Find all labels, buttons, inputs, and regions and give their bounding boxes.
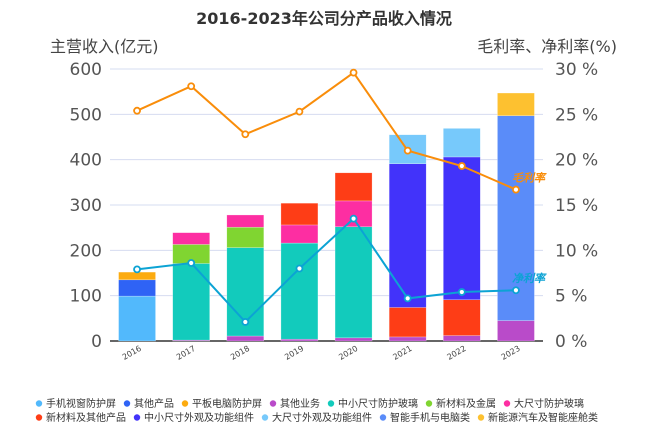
line-point (512, 185, 520, 194)
x-tick-label: 2022 (445, 344, 467, 362)
line-gross-margin (136, 71, 517, 191)
line-point (241, 318, 250, 326)
legend-item: 手机视窗防护屏 (46, 397, 116, 410)
line-label: 净利率 (512, 272, 547, 285)
bar-segment (443, 156, 481, 300)
chart-title: 2016-2023年公司分产品收入情况 (196, 9, 452, 28)
legend-marker (477, 414, 485, 421)
line-point (403, 294, 412, 303)
y-right-tick-label: 25 % (555, 105, 598, 125)
legend-marker (379, 414, 387, 421)
bar-segment (280, 202, 319, 226)
y-axis-right-title: 毛利率、净利率(%) (477, 37, 617, 56)
line-label: 毛利率 (512, 172, 547, 185)
bar-segment (334, 337, 373, 342)
legend-marker (425, 400, 433, 407)
legend-item: 中小尺寸外观及功能组件 (144, 411, 254, 424)
legend-item: 新材料及金属 (436, 397, 496, 410)
legend-marker (181, 400, 189, 407)
legend-marker (327, 400, 335, 407)
bar-segment (226, 226, 265, 248)
y-right-tick-label: 10 % (555, 241, 598, 261)
bar-segment (118, 279, 156, 297)
legend-item: 智能手机与电脑类 (390, 411, 470, 424)
bar-segment (497, 320, 535, 342)
line-point (512, 286, 520, 295)
x-tick-label: 2020 (337, 344, 359, 362)
line-point (457, 162, 466, 170)
legend-marker (35, 400, 43, 407)
x-tick-label: 2021 (391, 344, 413, 362)
legend-item: 平板电脑防护屏 (192, 397, 262, 410)
x-tick-label: 2018 (229, 344, 251, 362)
bar-segment (172, 263, 210, 341)
y-left-tick-label: 300 (70, 196, 102, 216)
y-right-tick-label: 15 % (555, 196, 598, 216)
y-right-tick-label: 30 % (555, 60, 598, 80)
y-left-tick-label: 100 (70, 287, 102, 307)
x-tick-label: 2017 (175, 344, 197, 362)
bar-segment (118, 295, 156, 342)
bar-segment (334, 172, 373, 202)
line-point (349, 68, 358, 77)
legend-item: 新材料及其他产品 (46, 411, 126, 424)
y-left-tick-label: 0 (91, 332, 102, 352)
y-left-tick-label: 400 (70, 151, 102, 171)
line-point (133, 265, 141, 274)
legend-marker (35, 414, 43, 421)
line-point (403, 146, 412, 155)
y-right-tick-label: 5 % (555, 287, 587, 307)
bar-segment (334, 200, 373, 228)
line-net-margin (136, 217, 516, 324)
bar-segment (497, 92, 535, 116)
bar-segment (280, 338, 319, 342)
bar-segment (280, 242, 319, 340)
legend-item: 新能源汽车及智能座舱类 (488, 411, 598, 424)
y-axis-left-title: 主营收入(亿元) (50, 37, 159, 56)
y-right-tick-label: 0 % (555, 332, 587, 352)
legend-item: 大尺寸防护玻璃 (514, 397, 584, 410)
y-left-tick-label: 600 (70, 60, 102, 80)
legend-item: 其他业务 (280, 397, 320, 410)
line-point (187, 259, 196, 267)
legend-marker (503, 400, 511, 407)
x-tick-label: 2016 (121, 344, 143, 362)
line-point (457, 288, 466, 296)
line-point (349, 214, 358, 223)
bar-segment (388, 163, 427, 308)
bar-segment (443, 128, 481, 158)
bar-segment (226, 214, 265, 228)
legend-marker (269, 400, 277, 407)
legend-marker (123, 400, 131, 407)
legend-item: 中小尺寸防护玻璃 (338, 397, 418, 410)
bar-segment (172, 232, 210, 245)
legend-item: 大尺寸外观及功能组件 (272, 411, 372, 424)
bar-segment (443, 335, 481, 342)
bar-segment (388, 307, 427, 338)
bar-segment (334, 226, 373, 339)
line-point (133, 106, 141, 115)
y-left-tick-label: 200 (70, 241, 102, 261)
line-point (295, 264, 304, 273)
bar-segment (388, 336, 427, 342)
legend-marker (133, 414, 141, 421)
line-point (241, 130, 250, 139)
line-point (187, 82, 196, 91)
y-right-tick-label: 20 % (555, 151, 598, 171)
bar-segment (226, 335, 265, 342)
legend-marker (261, 414, 269, 421)
legend-item: 其他产品 (134, 397, 174, 410)
y-left-tick-label: 500 (70, 105, 102, 125)
x-tick-label: 2019 (283, 344, 305, 362)
x-tick-label: 2023 (500, 344, 522, 362)
bar-segment (443, 299, 481, 336)
line-point (295, 107, 304, 116)
bar-segment (280, 224, 319, 244)
